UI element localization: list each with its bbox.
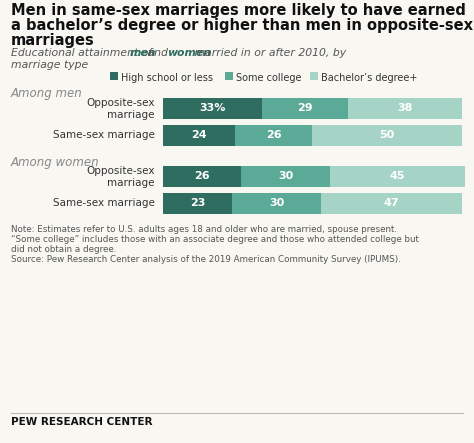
Text: and: and [144, 48, 171, 58]
Text: 29: 29 [297, 103, 313, 113]
Text: Among women: Among women [11, 156, 100, 169]
Text: Educational attainment of: Educational attainment of [11, 48, 156, 58]
Bar [310, 72, 318, 80]
Bar [163, 166, 241, 187]
Text: 23: 23 [190, 198, 205, 208]
Bar [163, 124, 235, 145]
Bar [321, 193, 462, 214]
Text: PEW RESEARCH CENTER: PEW RESEARCH CENTER [11, 417, 153, 427]
Text: marriage: marriage [108, 178, 155, 188]
Bar [241, 166, 330, 187]
Text: Same-sex marriage: Same-sex marriage [53, 198, 155, 208]
Text: Opposite-sex: Opposite-sex [86, 98, 155, 108]
Text: 30: 30 [278, 171, 293, 181]
Text: did not obtain a degree.: did not obtain a degree. [11, 245, 117, 254]
Text: Source: Pew Research Center analysis of the 2019 American Community Survey (IPUM: Source: Pew Research Center analysis of … [11, 255, 401, 264]
Bar [330, 166, 465, 187]
Text: 50: 50 [380, 130, 395, 140]
Text: Among men: Among men [11, 87, 83, 100]
Text: marriage type: marriage type [11, 60, 88, 70]
Text: a bachelor’s degree or higher than men in opposite-sex: a bachelor’s degree or higher than men i… [11, 18, 473, 33]
Text: marriage: marriage [108, 110, 155, 120]
Text: men: men [129, 48, 156, 58]
Bar [110, 72, 118, 80]
Bar [232, 193, 321, 214]
Text: marriages: marriages [11, 33, 95, 48]
Text: 26: 26 [194, 171, 210, 181]
Text: Note: Estimates refer to U.S. adults ages 18 and older who are married, spouse p: Note: Estimates refer to U.S. adults age… [11, 225, 397, 234]
Text: women: women [166, 48, 210, 58]
Text: Opposite-sex: Opposite-sex [86, 166, 155, 176]
Text: Some college: Some college [236, 73, 301, 83]
Bar [163, 97, 262, 118]
Text: 24: 24 [191, 130, 207, 140]
Bar [225, 72, 233, 80]
Text: Bachelor’s degree+: Bachelor’s degree+ [321, 73, 418, 83]
Text: “Some college” includes those with an associate degree and those who attended co: “Some college” includes those with an as… [11, 235, 419, 244]
Bar [312, 124, 462, 145]
Bar [163, 193, 232, 214]
Text: Men in same-sex marriages more likely to have earned: Men in same-sex marriages more likely to… [11, 3, 466, 18]
Text: 38: 38 [398, 103, 413, 113]
Text: 33%: 33% [199, 103, 226, 113]
Bar [262, 97, 348, 118]
Text: High school or less: High school or less [121, 73, 213, 83]
Bar [348, 97, 462, 118]
Bar [235, 124, 312, 145]
Text: 30: 30 [269, 198, 284, 208]
Text: Same-sex marriage: Same-sex marriage [53, 130, 155, 140]
Text: 47: 47 [384, 198, 400, 208]
Text: married in or after 2010, by: married in or after 2010, by [191, 48, 346, 58]
Text: 45: 45 [390, 171, 405, 181]
Text: 26: 26 [266, 130, 282, 140]
